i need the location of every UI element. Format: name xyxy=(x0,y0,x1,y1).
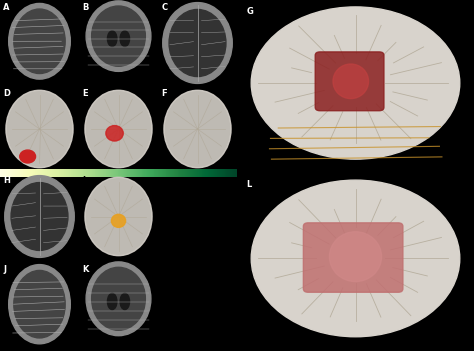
Text: F: F xyxy=(161,90,167,98)
Ellipse shape xyxy=(11,183,68,250)
Text: B: B xyxy=(82,4,89,12)
Text: I: I xyxy=(82,177,85,185)
FancyBboxPatch shape xyxy=(315,52,384,111)
Ellipse shape xyxy=(14,9,65,73)
Ellipse shape xyxy=(163,2,232,84)
Ellipse shape xyxy=(106,126,123,141)
Ellipse shape xyxy=(164,90,231,168)
Ellipse shape xyxy=(108,31,117,46)
Ellipse shape xyxy=(120,293,129,310)
Circle shape xyxy=(251,7,460,159)
Ellipse shape xyxy=(85,90,152,168)
Ellipse shape xyxy=(333,64,368,99)
FancyBboxPatch shape xyxy=(303,223,403,292)
Text: J: J xyxy=(3,265,6,273)
Text: C: C xyxy=(161,4,167,12)
Ellipse shape xyxy=(20,150,36,163)
Ellipse shape xyxy=(9,4,70,79)
Text: H: H xyxy=(3,177,10,185)
Text: G: G xyxy=(246,7,254,16)
Ellipse shape xyxy=(86,1,151,71)
Text: A: A xyxy=(3,4,9,12)
Ellipse shape xyxy=(91,267,146,330)
Ellipse shape xyxy=(6,90,73,168)
Text: E: E xyxy=(82,90,88,98)
Circle shape xyxy=(251,180,460,337)
Ellipse shape xyxy=(91,6,146,66)
Ellipse shape xyxy=(5,176,74,257)
Ellipse shape xyxy=(14,271,65,338)
Text: D: D xyxy=(3,90,10,98)
Ellipse shape xyxy=(9,265,70,344)
Ellipse shape xyxy=(111,214,126,227)
Ellipse shape xyxy=(329,232,382,282)
Ellipse shape xyxy=(120,31,129,46)
Ellipse shape xyxy=(169,9,226,77)
Text: K: K xyxy=(82,265,89,273)
Text: L: L xyxy=(246,180,252,189)
Ellipse shape xyxy=(108,293,117,310)
Ellipse shape xyxy=(86,262,151,336)
Ellipse shape xyxy=(85,177,152,256)
